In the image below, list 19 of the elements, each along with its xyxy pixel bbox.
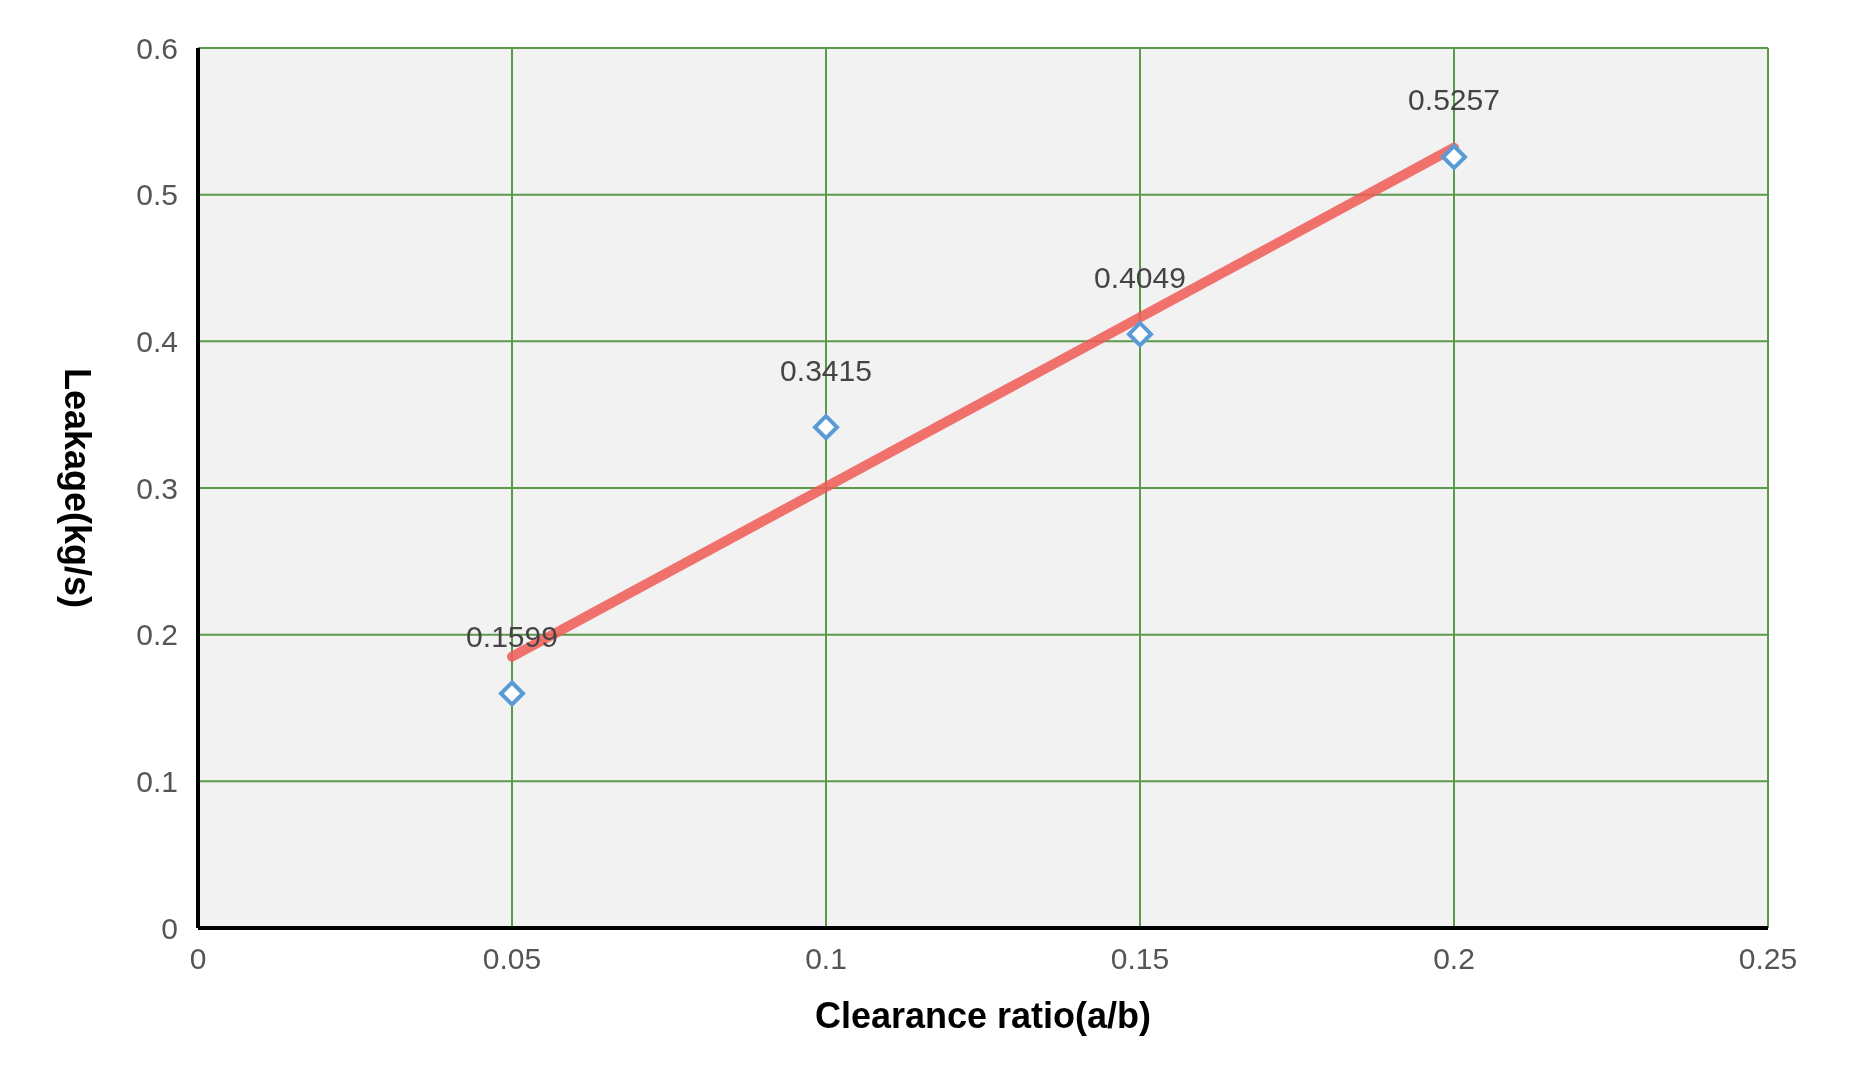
x-tick-label: 0: [189, 942, 207, 976]
point: [813, 414, 839, 441]
y-tick-label: 0.1: [136, 764, 178, 798]
y-tick-label: 0.5: [136, 178, 178, 212]
y-tick-label: 0.3: [136, 471, 178, 505]
point: [1127, 321, 1153, 348]
point: [1441, 143, 1467, 170]
point: [499, 680, 525, 707]
x-tick-label: 0.15: [1110, 942, 1170, 976]
x-axis-title: Clearance ratio(a/b): [814, 995, 1152, 1036]
x-tick-label: 0.2: [1433, 942, 1475, 976]
y-tick-label: 0: [161, 911, 178, 945]
y-tick-label: 0.6: [136, 31, 178, 65]
x-tick-label: 0.25: [1738, 942, 1798, 976]
x-tick-label: 0.1: [805, 942, 847, 976]
x-tick-label: 0.05: [482, 942, 542, 976]
y-axis-title: Leakage(kg/s): [57, 367, 99, 609]
y-tick-label: 0.2: [136, 618, 178, 652]
y-tick-label: 0.4: [136, 324, 178, 358]
